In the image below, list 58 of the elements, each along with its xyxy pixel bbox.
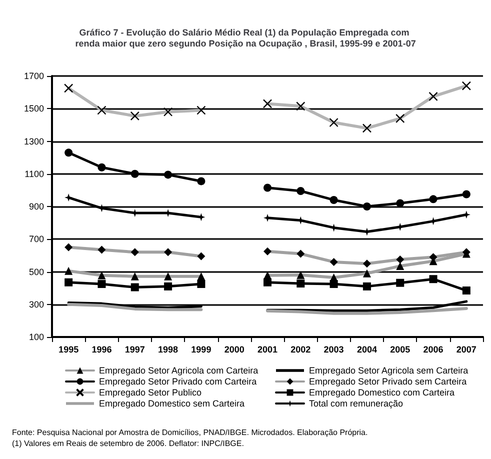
- point: [429, 275, 438, 284]
- x-tick-label: 2007: [456, 344, 476, 354]
- point: [362, 282, 371, 290]
- x-tick-label: 2001: [257, 344, 278, 354]
- legend-label: Empregado Domestico com Carteira: [309, 388, 455, 398]
- point: [296, 279, 305, 288]
- x-tick-label: 2003: [324, 344, 344, 354]
- point: [98, 163, 106, 172]
- point: [164, 170, 172, 179]
- y-tick-label: 1300: [24, 136, 44, 146]
- point: [264, 184, 272, 192]
- x-tick-label: 2006: [423, 344, 444, 354]
- legend-label: Empregado Setor Privado com Carteira: [99, 376, 257, 386]
- x-tick-label: 2004: [356, 344, 377, 354]
- point: [330, 196, 338, 204]
- point: [396, 199, 404, 208]
- point: [197, 280, 206, 288]
- legend-label: Empregado Setor Privado sem Carteira: [309, 376, 467, 386]
- chart-title: Gráfico 7 - Evolução do Salário Médio Real (1) da População Empregada com renda maior que zero segundo Posição na Ocupação , Brasil, 1995-99 e 2001-07: [75, 28, 416, 48]
- y-tick-label: 1100: [24, 168, 44, 179]
- point: [98, 280, 106, 288]
- y-tick-label: 1700: [24, 71, 44, 81]
- point: [64, 148, 73, 157]
- y-tick-label: 500: [28, 266, 44, 277]
- x-tick-label: 1996: [92, 344, 112, 354]
- y-tick-label: 700: [28, 234, 44, 244]
- point: [197, 177, 206, 186]
- x-tick-label: 2005: [390, 344, 410, 354]
- point: [296, 187, 305, 195]
- legend-label: Empregado Domestico sem Carteira: [99, 398, 245, 408]
- text: (1) Valores em Reais de setembro de 2006. Deflator: INPC/IBGE.: [12, 439, 244, 448]
- point: [64, 278, 73, 286]
- point: [130, 170, 139, 178]
- point: [362, 202, 371, 210]
- point: [429, 195, 438, 204]
- legend-label: Empregado Setor Publico: [99, 388, 202, 398]
- point: [330, 280, 338, 288]
- x-tick-label: 2002: [290, 344, 311, 354]
- point: [462, 190, 470, 198]
- legend-label: Empregado Setor Agricola sem Carteira: [309, 366, 468, 376]
- y-tick-label: 300: [28, 299, 44, 310]
- x-tick-label: 1998: [158, 344, 178, 354]
- point: [130, 283, 139, 292]
- point: [64, 194, 73, 202]
- point: [264, 278, 272, 286]
- y-tick-label: 900: [28, 202, 44, 212]
- y-tick-label: 1500: [24, 104, 44, 114]
- x-tick-label: 1997: [124, 344, 145, 354]
- legend-label: Empregado Setor Agricola com Carteira: [99, 366, 258, 376]
- x-tick-label: 1999: [191, 344, 212, 354]
- point: [396, 278, 404, 287]
- y-tick-label: 100: [28, 332, 44, 342]
- source-note: Fonte: Pesquisa Nacional por Amostra de Domicílios, PNAD/IBGE. Microdados. Elaboração Própria.: [12, 428, 368, 437]
- point: [462, 286, 470, 295]
- x-tick-label: 1995: [58, 344, 79, 354]
- legend-label: Total com remuneração: [309, 398, 404, 408]
- x-tick-label: 2000: [224, 344, 244, 354]
- point: [164, 282, 172, 290]
